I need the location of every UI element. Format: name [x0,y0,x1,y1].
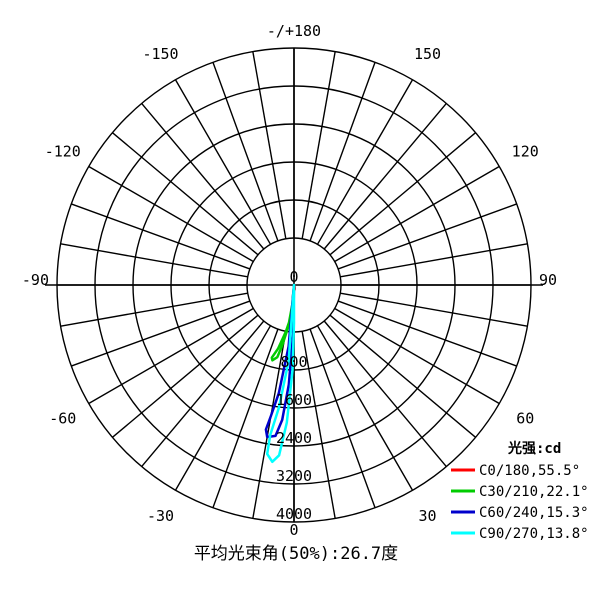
grid-spoke [141,102,265,250]
grid-spoke [174,79,272,245]
grid-spoke [111,132,259,256]
grid-spoke [60,292,248,327]
angle-labels: -/+180 -150 150 -120 120 -90 90 -60 60 -30 30 0 [22,22,557,539]
grid-spoke [301,51,336,239]
radial-tick-label: 3200 [276,467,312,485]
grid-spoke [174,325,272,491]
grid-spoke [60,243,248,278]
angle-label: 90 [539,271,557,289]
grid-spoke [88,307,254,405]
grid-spoke [334,307,500,405]
radial-tick-label: 800 [280,353,307,371]
grid-spoke [337,300,517,367]
angle-label: -90 [22,271,49,289]
grid-spoke [316,325,414,491]
curve-2 [270,283,296,362]
grid-spoke [71,300,251,367]
radial-tick-label: 1600 [276,391,312,409]
radial-tick-label: 0 [289,268,298,286]
angle-label: -120 [45,143,81,161]
grid-spoke [329,132,477,256]
grid-spoke [340,243,528,278]
angle-label: 30 [418,507,436,525]
angle-label: 150 [414,45,441,63]
grid-spoke [212,62,279,242]
angle-label: -/+180 [267,22,321,40]
radial-tick-label: 2400 [276,429,312,447]
legend-entry: C60/240,15.3° [479,505,589,521]
grid-spoke [309,328,376,508]
grid-spoke [111,314,259,438]
legend-entry: C0/180,55.5° [479,463,580,479]
legend-entry: C30/210,22.1° [479,484,589,500]
grid-spoke [323,102,447,250]
intensity-curves [264,283,296,464]
grid-spoke [329,314,477,438]
angle-label: -30 [147,507,174,525]
grid-spoke [252,51,287,239]
grid-spoke [316,79,414,245]
grid-spoke [252,331,287,519]
radial-tick-labels: 0 800 1600 2400 3200 4000 [276,268,312,523]
radial-tick-label: 4000 [276,505,312,523]
grid-spoke [88,165,254,263]
grid-spoke [212,328,279,508]
grid-spoke [71,203,251,270]
footer-beam-angle: 平均光束角(50%):26.7度 [194,544,398,564]
angle-label: -60 [49,410,76,428]
grid-spoke [309,62,376,242]
angle-label: -150 [142,45,178,63]
curve-3 [264,283,296,439]
grid-spoke [141,320,265,468]
angle-label: 60 [516,410,534,428]
grid-spoke [340,292,528,327]
legend: 光强:cd C0/180,55.5° C30/210,22.1° C60/240,1… [451,440,589,542]
angle-label: 0 [289,521,298,539]
legend-title: 光强:cd [507,440,561,457]
legend-entry: C90/270,13.8° [479,526,589,542]
grid-spoke [334,165,500,263]
grid-spoke [337,203,517,270]
polar-grid [45,47,543,523]
grid-spoke [301,331,336,519]
curve-4 [265,283,296,464]
grid-spoke [323,320,447,468]
angle-label: 120 [512,143,539,161]
